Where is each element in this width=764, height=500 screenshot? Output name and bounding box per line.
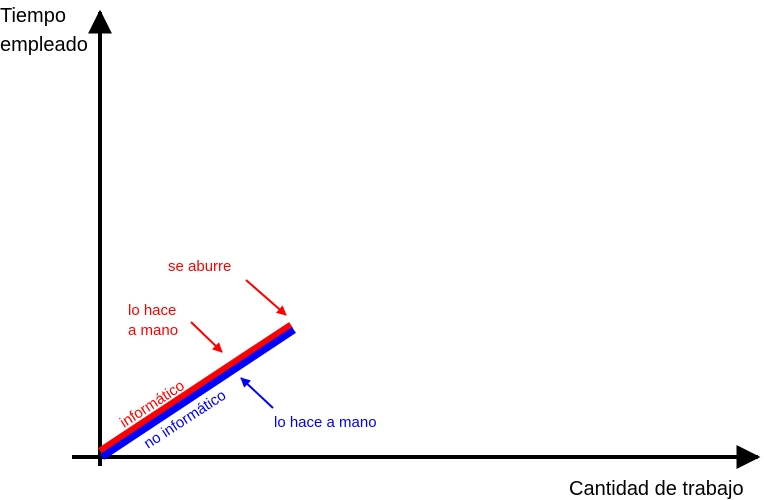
annotation-arrow-lo-hace-red — [190, 321, 223, 353]
y-axis-title-line2: empleado — [0, 34, 88, 56]
y-axis-title-line1: Tiempo — [0, 5, 66, 27]
annotation-lo-hace-line1: lo hace — [128, 302, 176, 319]
annotation-se-aburre: se aburre — [168, 258, 231, 275]
series-line-no-informatico — [100, 327, 296, 460]
x-axis-title: Cantidad de trabajo — [569, 478, 744, 500]
annotation-arrow-se-aburre — [245, 279, 287, 316]
series-line-informatico — [98, 322, 293, 454]
annotation-lo-hace-line2: a mano — [128, 322, 178, 339]
annotation-arrow-lo-hace-blue — [240, 377, 274, 409]
annotation-lo-hace-a-mano-blue: lo hace a mano — [274, 414, 377, 431]
